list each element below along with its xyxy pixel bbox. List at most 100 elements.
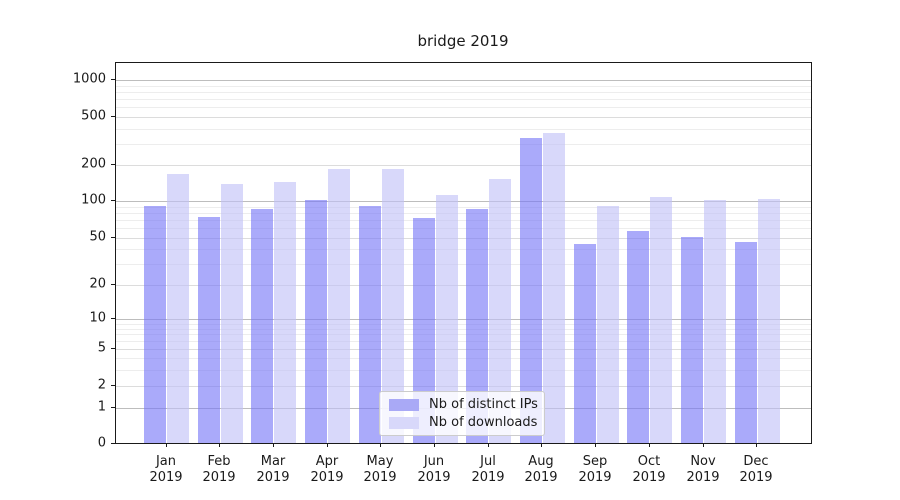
gridline-minor — [116, 329, 811, 330]
x-tick-mark — [380, 443, 381, 447]
x-tick-year: 2019 — [310, 470, 344, 485]
x-tick-mark — [756, 443, 757, 447]
bar-downloads — [221, 184, 243, 443]
x-tick-label: May 2019 — [350, 454, 410, 486]
x-tick-year: 2019 — [149, 470, 183, 485]
bar-downloads — [274, 182, 296, 443]
gridline-minor — [116, 324, 811, 325]
legend-swatch-distinct-ips — [389, 398, 419, 411]
legend-swatch-downloads — [389, 416, 419, 429]
x-tick-year: 2019 — [632, 470, 666, 485]
y-tick-mark — [111, 116, 115, 117]
x-tick-year: 2019 — [471, 470, 505, 485]
gridline-minor — [116, 107, 811, 108]
gridline-minor — [116, 99, 811, 100]
x-tick-year: 2019 — [686, 470, 720, 485]
bar-distinct-ips — [359, 206, 381, 443]
gridline-decade — [116, 80, 811, 81]
legend-label-downloads: Nb of downloads — [429, 415, 538, 430]
bar-distinct-ips — [144, 206, 166, 443]
bar-distinct-ips — [681, 237, 703, 443]
bar-distinct-ips — [251, 209, 273, 443]
x-tick-mark — [166, 443, 167, 447]
gridline-minor — [116, 207, 811, 208]
x-tick-mark — [327, 443, 328, 447]
y-tick-label: 10 — [89, 310, 106, 326]
y-tick-label: 0 — [97, 435, 106, 451]
gridline-minor — [116, 341, 811, 342]
bar-downloads — [489, 179, 511, 443]
x-tick-year: 2019 — [578, 470, 612, 485]
y-tick-mark — [111, 237, 115, 238]
legend-label-distinct-ips: Nb of distinct IPs — [429, 397, 538, 412]
gridline-major — [116, 386, 811, 387]
bar-downloads — [597, 206, 619, 443]
gridline-minor — [116, 358, 811, 359]
x-tick-mark — [541, 443, 542, 447]
y-tick-label: 500 — [81, 108, 106, 124]
gridline-minor — [116, 92, 811, 93]
x-tick-label: Apr 2019 — [297, 454, 357, 486]
x-tick-mark — [273, 443, 274, 447]
x-tick-label: Aug 2019 — [511, 454, 571, 486]
bar-distinct-ips — [627, 231, 649, 443]
gridline-major — [116, 349, 811, 350]
gridline-minor — [116, 334, 811, 335]
gridline-minor — [116, 370, 811, 371]
bar-downloads — [650, 197, 672, 443]
x-tick-year: 2019 — [417, 470, 451, 485]
bar-distinct-ips — [413, 218, 435, 443]
x-tick-year: 2019 — [256, 470, 290, 485]
gridline-minor — [116, 249, 811, 250]
bar-downloads — [704, 200, 726, 443]
legend-item-distinct-ips: Nb of distinct IPs — [389, 397, 538, 412]
x-tick-mark — [219, 443, 220, 447]
x-tick-mark — [595, 443, 596, 447]
gridline-minor — [116, 228, 811, 229]
bar-downloads — [543, 133, 565, 443]
x-tick-year: 2019 — [363, 470, 397, 485]
y-tick-mark — [111, 385, 115, 386]
bar-distinct-ips — [574, 244, 596, 443]
y-tick-mark — [111, 200, 115, 201]
x-tick-year: 2019 — [524, 470, 558, 485]
bar-distinct-ips — [520, 138, 542, 443]
x-tick-mark — [649, 443, 650, 447]
y-tick-mark — [111, 407, 115, 408]
x-tick-label: Sep 2019 — [565, 454, 625, 486]
x-tick-label: Mar 2019 — [243, 454, 303, 486]
gridline-minor — [116, 264, 811, 265]
gridline-major — [116, 117, 811, 118]
plot-area — [115, 62, 812, 444]
x-tick-label: Nov 2019 — [673, 454, 733, 486]
y-tick-mark — [111, 318, 115, 319]
x-tick-label: Feb 2019 — [189, 454, 249, 486]
bar-downloads — [382, 169, 404, 443]
y-tick-label: 100 — [81, 192, 106, 208]
x-tick-mark — [488, 443, 489, 447]
y-tick-mark — [111, 79, 115, 80]
y-tick-label: 5 — [97, 340, 106, 356]
y-tick-mark — [111, 284, 115, 285]
x-tick-year: 2019 — [739, 470, 773, 485]
x-tick-label: Jun 2019 — [404, 454, 464, 486]
legend: Nb of distinct IPs Nb of downloads — [379, 391, 545, 436]
y-tick-label: 200 — [81, 156, 106, 172]
bar-downloads — [328, 169, 350, 443]
gridline-major — [116, 238, 811, 239]
gridline-minor — [116, 144, 811, 145]
bar-distinct-ips — [735, 242, 757, 443]
x-tick-label: Dec 2019 — [726, 454, 786, 486]
y-tick-label: 20 — [89, 276, 106, 292]
y-tick-mark — [111, 443, 115, 444]
bar-distinct-ips — [198, 217, 220, 443]
gridline-decade — [116, 319, 811, 320]
x-tick-label: Oct 2019 — [619, 454, 679, 486]
bar-distinct-ips — [305, 200, 327, 443]
x-tick-year: 2019 — [202, 470, 236, 485]
bar-downloads — [758, 199, 780, 443]
y-tick-label: 2 — [97, 377, 106, 393]
bar-distinct-ips — [466, 209, 488, 443]
gridline-minor — [116, 86, 811, 87]
